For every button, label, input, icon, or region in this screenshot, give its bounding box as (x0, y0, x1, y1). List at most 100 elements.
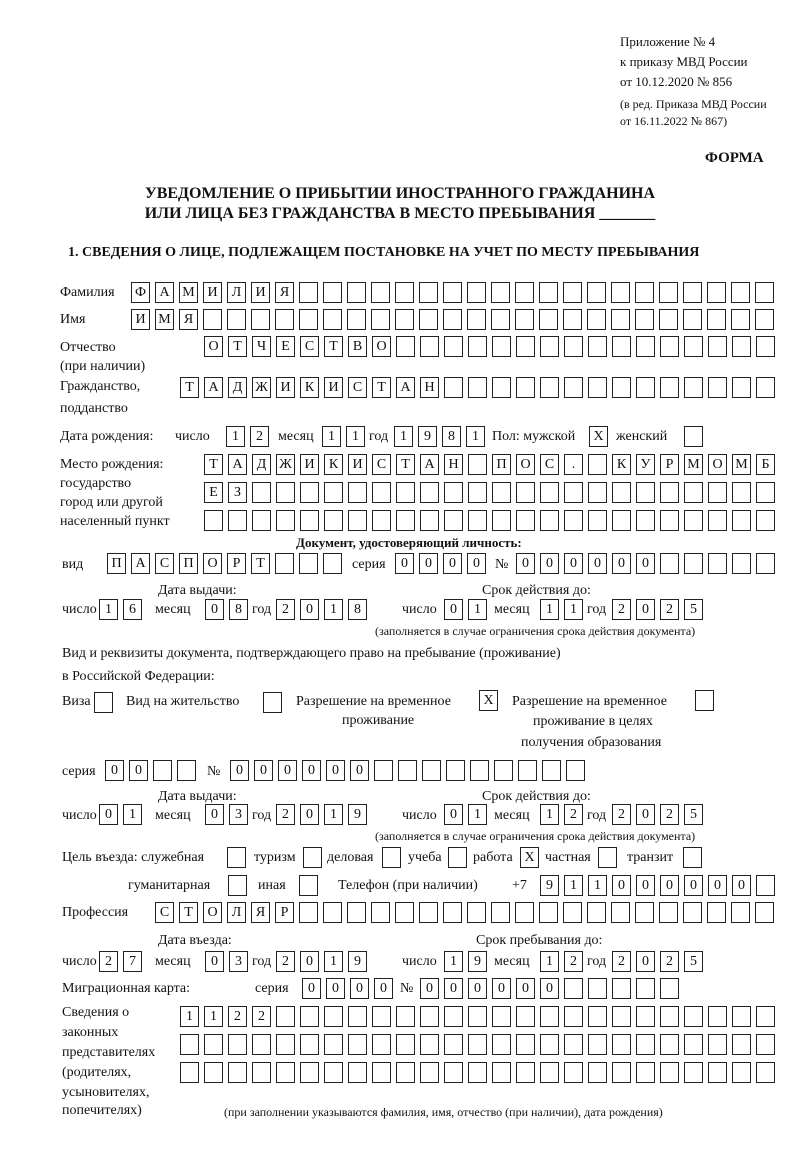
char-cell[interactable]: П (107, 553, 126, 574)
char-cell[interactable] (612, 377, 631, 398)
char-cell[interactable]: 0 (588, 553, 607, 574)
char-cell[interactable] (443, 309, 462, 330)
char-cell[interactable] (708, 553, 727, 574)
char-cell[interactable]: Р (275, 902, 294, 923)
char-cell[interactable]: О (204, 336, 223, 357)
char-cell[interactable] (228, 510, 247, 531)
char-cell[interactable]: 0 (443, 553, 462, 574)
char-cell[interactable] (372, 482, 391, 503)
char-cell[interactable] (419, 282, 438, 303)
char-cell[interactable] (588, 1006, 607, 1027)
char-cell[interactable]: К (324, 454, 343, 475)
char-cell[interactable] (300, 510, 319, 531)
char-cell[interactable] (396, 336, 415, 357)
char-cell[interactable] (516, 1034, 535, 1055)
char-cell[interactable]: 1 (564, 875, 583, 896)
char-cell[interactable] (660, 1062, 679, 1083)
char-cell[interactable] (324, 1034, 343, 1055)
char-cell[interactable]: 0 (516, 978, 535, 999)
char-cell[interactable] (468, 1006, 487, 1027)
char-cell[interactable] (612, 1034, 631, 1055)
char-cell[interactable] (252, 1062, 271, 1083)
char-cell[interactable]: Ж (252, 377, 271, 398)
char-cell[interactable] (659, 309, 678, 330)
char-cell[interactable]: Я (275, 282, 294, 303)
char-cell[interactable]: 9 (348, 951, 367, 972)
char-cell[interactable] (731, 282, 750, 303)
checkbox-cell[interactable] (263, 692, 282, 713)
char-cell[interactable]: Р (227, 553, 246, 574)
char-cell[interactable] (251, 309, 270, 330)
char-cell[interactable] (588, 510, 607, 531)
char-cell[interactable] (684, 336, 703, 357)
char-cell[interactable]: Т (324, 336, 343, 357)
char-cell[interactable]: 0 (350, 760, 369, 781)
char-cell[interactable]: О (516, 454, 535, 475)
char-cell[interactable] (516, 510, 535, 531)
char-cell[interactable] (588, 978, 607, 999)
char-cell[interactable] (420, 482, 439, 503)
char-cell[interactable]: 1 (324, 804, 343, 825)
char-cell[interactable] (444, 1062, 463, 1083)
char-cell[interactable]: 1 (123, 804, 142, 825)
char-cell[interactable] (635, 309, 654, 330)
char-cell[interactable] (203, 309, 222, 330)
char-cell[interactable]: 0 (254, 760, 273, 781)
char-cell[interactable] (683, 309, 702, 330)
char-cell[interactable] (516, 482, 535, 503)
char-cell[interactable]: 0 (205, 804, 224, 825)
char-cell[interactable] (684, 510, 703, 531)
char-cell[interactable] (468, 482, 487, 503)
char-cell[interactable]: Н (420, 377, 439, 398)
char-cell[interactable]: 0 (636, 553, 655, 574)
char-cell[interactable]: 1 (180, 1006, 199, 1027)
char-cell[interactable] (468, 510, 487, 531)
char-cell[interactable]: 0 (684, 875, 703, 896)
checkbox-cell[interactable] (299, 875, 318, 896)
char-cell[interactable]: 0 (636, 951, 655, 972)
char-cell[interactable]: Е (204, 482, 223, 503)
checkbox-cell[interactable]: X (520, 847, 539, 868)
char-cell[interactable] (467, 282, 486, 303)
char-cell[interactable] (564, 510, 583, 531)
char-cell[interactable] (347, 282, 366, 303)
char-cell[interactable] (492, 510, 511, 531)
char-cell[interactable]: М (179, 282, 198, 303)
char-cell[interactable]: У (636, 454, 655, 475)
char-cell[interactable] (587, 902, 606, 923)
char-cell[interactable] (299, 309, 318, 330)
char-cell[interactable]: А (228, 454, 247, 475)
char-cell[interactable] (299, 553, 318, 574)
char-cell[interactable]: 0 (612, 553, 631, 574)
char-cell[interactable] (756, 875, 775, 896)
char-cell[interactable]: 0 (444, 978, 463, 999)
char-cell[interactable] (611, 282, 630, 303)
char-cell[interactable] (491, 282, 510, 303)
char-cell[interactable]: 0 (636, 599, 655, 620)
char-cell[interactable] (636, 1006, 655, 1027)
char-cell[interactable]: 0 (419, 553, 438, 574)
char-cell[interactable]: 1 (540, 804, 559, 825)
char-cell[interactable] (635, 282, 654, 303)
char-cell[interactable] (684, 1006, 703, 1027)
char-cell[interactable] (252, 482, 271, 503)
char-cell[interactable]: 0 (374, 978, 393, 999)
char-cell[interactable]: Н (444, 454, 463, 475)
char-cell[interactable]: 0 (129, 760, 148, 781)
char-cell[interactable] (683, 902, 702, 923)
char-cell[interactable] (539, 902, 558, 923)
char-cell[interactable]: С (348, 377, 367, 398)
char-cell[interactable] (348, 1062, 367, 1083)
char-cell[interactable] (756, 510, 775, 531)
char-cell[interactable] (636, 377, 655, 398)
char-cell[interactable] (444, 1034, 463, 1055)
char-cell[interactable] (588, 336, 607, 357)
char-cell[interactable] (422, 760, 441, 781)
char-cell[interactable] (467, 309, 486, 330)
char-cell[interactable] (587, 309, 606, 330)
char-cell[interactable]: Р (660, 454, 679, 475)
char-cell[interactable] (444, 510, 463, 531)
char-cell[interactable] (180, 1034, 199, 1055)
char-cell[interactable] (708, 482, 727, 503)
char-cell[interactable] (516, 377, 535, 398)
